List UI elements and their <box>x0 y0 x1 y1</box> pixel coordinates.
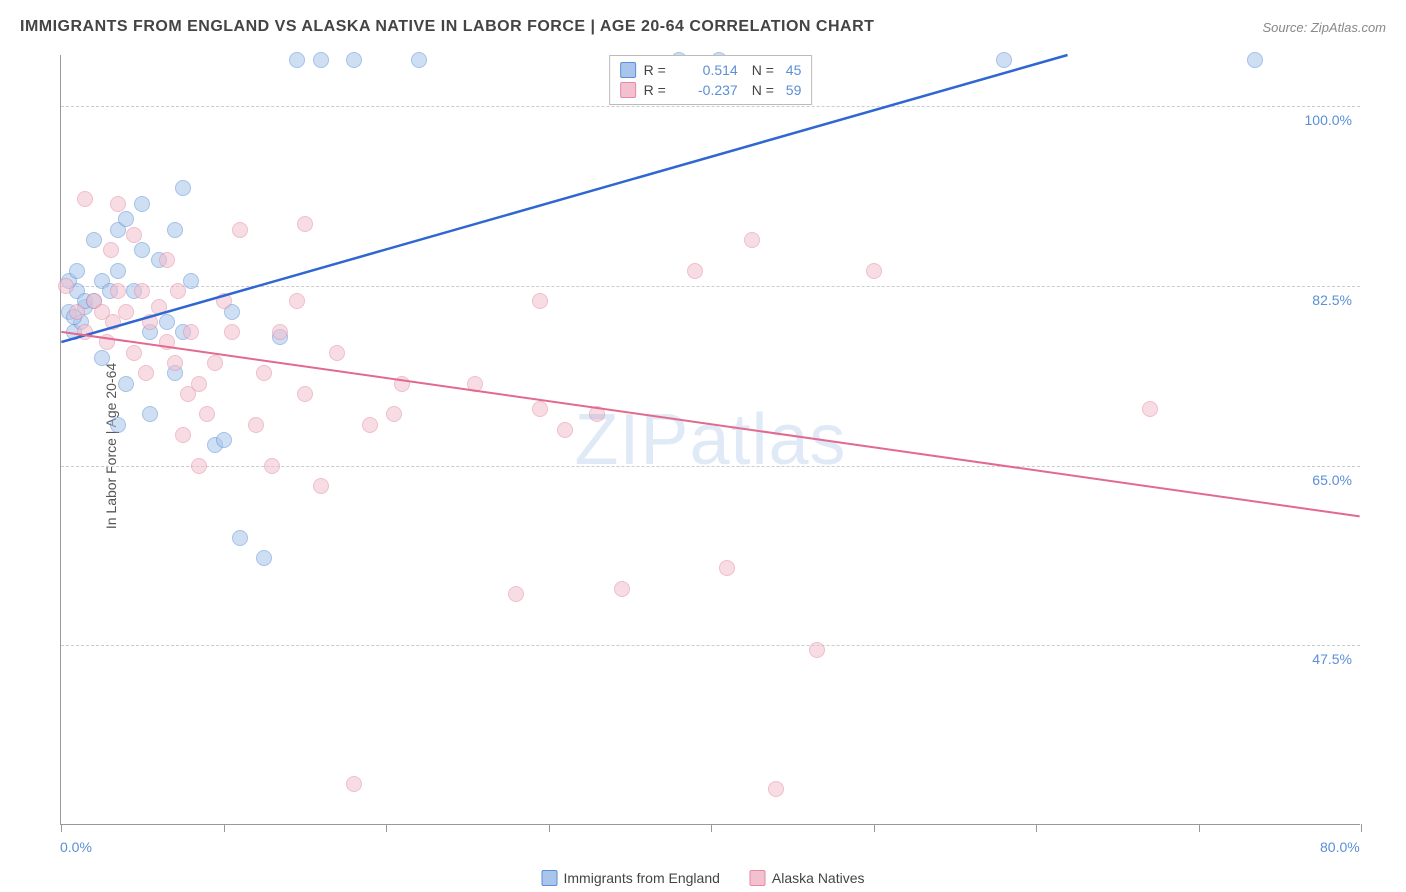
x-tick-label: 80.0% <box>1320 839 1360 855</box>
x-tick <box>224 824 225 832</box>
x-tick <box>1036 824 1037 832</box>
header: IMMIGRANTS FROM ENGLAND VS ALASKA NATIVE… <box>20 18 1386 36</box>
r-value-2: -0.237 <box>678 82 738 98</box>
r-value-1: 0.514 <box>678 62 738 78</box>
n-value-1: 45 <box>786 62 802 78</box>
x-tick <box>711 824 712 832</box>
legend-swatch-2 <box>750 870 766 886</box>
n-label: N = <box>752 62 778 78</box>
plot-area: ZIPatlas R = 0.514 N = 45 R = -0.237 N =… <box>60 55 1360 825</box>
r-label: R = <box>644 82 670 98</box>
x-tick <box>1361 824 1362 832</box>
x-tick <box>874 824 875 832</box>
series-1-swatch <box>620 62 636 78</box>
n-value-2: 59 <box>786 82 802 98</box>
x-tick-label: 0.0% <box>60 839 92 855</box>
x-tick <box>386 824 387 832</box>
legend-label-1: Immigrants from England <box>564 870 720 886</box>
correlation-row-1: R = 0.514 N = 45 <box>620 60 802 80</box>
x-tick <box>549 824 550 832</box>
legend-item-2: Alaska Natives <box>750 870 865 886</box>
x-tick <box>61 824 62 832</box>
trend-line <box>61 332 1359 517</box>
x-tick <box>1199 824 1200 832</box>
legend-swatch-1 <box>542 870 558 886</box>
legend-item-1: Immigrants from England <box>542 870 720 886</box>
chart-container: IMMIGRANTS FROM ENGLAND VS ALASKA NATIVE… <box>0 0 1406 892</box>
correlation-legend: R = 0.514 N = 45 R = -0.237 N = 59 <box>609 55 813 105</box>
trend-line <box>61 55 1067 342</box>
trend-lines-layer <box>61 55 1360 824</box>
legend-label-2: Alaska Natives <box>772 870 865 886</box>
series-2-swatch <box>620 82 636 98</box>
n-label: N = <box>752 82 778 98</box>
source-attribution: Source: ZipAtlas.com <box>1262 20 1386 35</box>
chart-title: IMMIGRANTS FROM ENGLAND VS ALASKA NATIVE… <box>20 18 874 36</box>
correlation-row-2: R = -0.237 N = 59 <box>620 80 802 100</box>
series-legend: Immigrants from England Alaska Natives <box>542 870 865 886</box>
r-label: R = <box>644 62 670 78</box>
